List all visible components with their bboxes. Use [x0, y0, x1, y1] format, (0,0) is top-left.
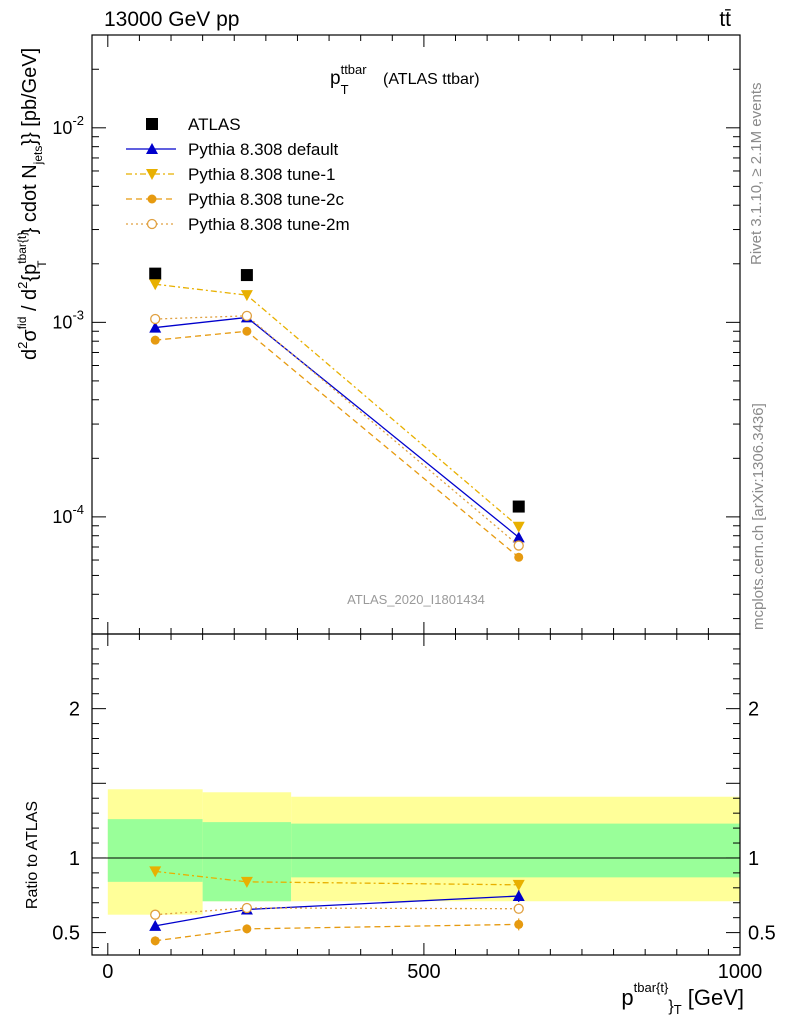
main-series-point: [512, 500, 525, 513]
main-series-point: [242, 326, 252, 336]
ratio-plot: Ratio to ATLAS ptbar{t}}T [GeV] 0 500 1000…: [24, 633, 776, 1017]
x-axis-label: ptbar{t}}T [GeV]: [621, 980, 744, 1017]
legend-label: Pythia 8.308 default: [188, 140, 339, 159]
y-tick-label: 10-3: [52, 307, 84, 332]
legend-marker: [146, 169, 158, 180]
main-series-point: [150, 313, 161, 325]
legend-marker: [146, 143, 158, 154]
ratio-series-point: [512, 879, 525, 891]
main-series-point: [512, 521, 525, 533]
process-label: tt̄: [719, 8, 731, 31]
y-tick-label-right: 1: [748, 848, 759, 870]
legend-label: Pythia 8.308 tune-2m: [188, 215, 350, 234]
y-tick-label: 1: [69, 848, 80, 870]
legend-label: Pythia 8.308 tune-1: [188, 165, 335, 184]
ratio-series-point: [514, 919, 524, 929]
ratio-series-point: [150, 909, 161, 920]
ratio-series-point: [513, 903, 524, 914]
ratio-series-line: [155, 923, 519, 942]
legend-marker: [146, 118, 158, 130]
title-sub: T: [341, 82, 349, 97]
y-tick-label: 10-2: [52, 113, 84, 138]
main-series-point: [514, 552, 524, 562]
y-tick-label-right: 2: [748, 699, 759, 721]
ratio-plot-frame: [91, 633, 741, 956]
ratio-series-point: [149, 866, 162, 878]
main-series-line: [155, 330, 520, 558]
x-tick-label: 0: [102, 961, 113, 983]
ratio-ylabel: Ratio to ATLAS: [24, 801, 41, 909]
energy-label: 13000 GeV pp: [104, 8, 239, 31]
legend-marker: [147, 194, 157, 204]
main-series-point: [149, 279, 162, 291]
ratio-series-point: [512, 890, 525, 902]
main-series-point: [150, 335, 160, 345]
uncertainty-band-stat: [291, 823, 740, 878]
analysis-watermark: ATLAS_2020_I1801434: [347, 592, 485, 607]
main-plot: pttbar T (ATLAS ttbar) ATLAS_2020_I180143…: [15, 34, 741, 635]
y-tick-label: 10-4: [52, 502, 84, 527]
main-series-point: [241, 310, 253, 321]
main-series-line: [155, 283, 520, 528]
main-series-point: [240, 290, 253, 302]
uncertainty-band-stat: [202, 822, 292, 902]
legend-label: Pythia 8.308 tune-2c: [188, 190, 344, 209]
main-series-line: [155, 316, 520, 538]
legend-marker: [146, 218, 158, 230]
main-series-point: [149, 321, 162, 333]
legend: ATLAS Pythia 8.308 default Pythia 8.308 tu…: [126, 115, 350, 234]
ratio-series-point: [241, 902, 253, 914]
main-series-point: [240, 269, 253, 282]
main-series-point: [149, 267, 162, 280]
main-title: pttbar T (ATLAS ttbar): [330, 62, 480, 97]
y-tick-label: 2: [69, 699, 80, 721]
mcplots-label: mcplots.cern.ch [arXiv:1306.3436]: [750, 403, 767, 630]
ratio-series-line: [155, 907, 519, 916]
ratio-series-point: [149, 919, 162, 931]
y-tick-label-right: 0.5: [748, 923, 776, 945]
title-rest: (ATLAS ttbar): [379, 71, 480, 88]
y-tick-label: 0.5: [52, 923, 80, 945]
main-series-point: [513, 540, 524, 551]
main-series-point: [512, 531, 525, 543]
x-tick-label: 500: [407, 961, 440, 983]
x-tick-label: 1000: [718, 961, 763, 983]
main-ylabel: d2σfid / d2{ptbar{t}T} cdot Njets}} [pb/…: [15, 48, 49, 360]
ratio-series-point: [242, 924, 252, 934]
rivet-label: Rivet 3.1.10, ≥ 2.1M events: [748, 83, 765, 266]
ratio-series-line: [155, 870, 519, 886]
title-sup: ttbar: [341, 62, 368, 77]
legend-label: ATLAS: [188, 115, 241, 134]
ratio-series-point: [150, 936, 160, 946]
ratio-series-point: [240, 876, 253, 888]
title-p: p: [330, 68, 341, 89]
